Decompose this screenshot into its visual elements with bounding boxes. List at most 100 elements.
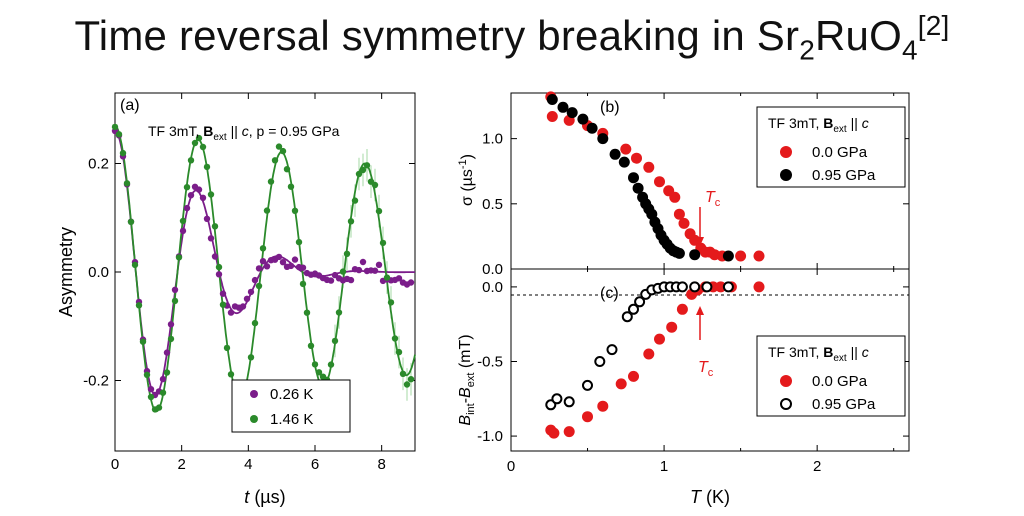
panel-b-points: [545, 91, 765, 262]
tick-label-x: 2: [813, 458, 821, 475]
panel-b-tc-arrowhead: [696, 237, 704, 246]
panel-a-point: [159, 375, 167, 383]
data-point-1: [722, 281, 734, 293]
panel-b-legend-swatch-095gpa: [780, 169, 792, 181]
panel-a-point: [279, 147, 287, 155]
panel-b-legend: TF 3mT, Bext || c 0.0 GPa 0.95 GPa: [756, 106, 906, 188]
panel-a-point: [219, 301, 227, 308]
panel-a-point: [267, 178, 275, 185]
panel-a-point: [343, 250, 351, 257]
legend-swatch-146k: [250, 415, 258, 423]
panel-c-frame: [510, 268, 910, 452]
panel-a-point: [259, 245, 267, 252]
panel-a-point: [139, 338, 147, 345]
panel-a-ytick-label: -0.2: [83, 372, 109, 389]
panel-a-point: [391, 335, 399, 342]
data-point-0: [753, 250, 765, 262]
panel-a-point: [331, 337, 339, 345]
panel-c-xlabel: T (K): [690, 487, 730, 507]
legend-label-146k: 1.46 K: [270, 411, 313, 428]
panel-c-label: (c): [600, 285, 619, 302]
panel-a-point: [199, 194, 207, 201]
panel-a-point: [351, 197, 359, 204]
panel-a-point: [375, 207, 383, 215]
tick-label-y: -1.0: [477, 428, 503, 445]
panel-a-point: [215, 271, 223, 278]
panel-a-point: [347, 218, 355, 225]
panel-a-point: [159, 389, 167, 396]
data-point-0: [643, 161, 655, 173]
data-point-0: [643, 348, 655, 360]
panel-a-point: [223, 344, 231, 352]
data-point-1: [701, 281, 713, 293]
panel-a-point: [299, 280, 307, 288]
panel-a-point: [171, 286, 179, 293]
panel-a-points: [111, 123, 415, 413]
panel-a-point: [395, 275, 403, 282]
panel-c-ticks: 0 1 2 -1.0 -0.5 0.0: [477, 269, 909, 475]
panel-a-point: [147, 393, 155, 401]
title-subscript-1: 2: [799, 34, 815, 66]
data-point-0: [563, 426, 575, 438]
panel-a-point: [407, 279, 415, 286]
data-point-0: [615, 378, 627, 390]
panel-a-point: [327, 361, 335, 368]
panel-a-point: [263, 263, 271, 270]
tick-label-y: 0.5: [482, 196, 503, 213]
panel-c-tc-arrowhead: [696, 306, 704, 315]
panel-a-point: [387, 299, 395, 306]
panel-a-point: [403, 381, 411, 388]
panel-a-point: [407, 376, 415, 383]
panel-a-point: [167, 335, 175, 343]
data-point-0: [669, 191, 681, 203]
panel-a-point: [175, 254, 183, 261]
panel-a-point: [287, 262, 295, 270]
data-point-1: [621, 311, 633, 323]
panel-a-point: [123, 180, 131, 187]
data-point-0: [631, 152, 642, 164]
data-point-1: [634, 296, 646, 308]
data-point-0: [620, 143, 632, 155]
panel-b-legend-label-0gpa: 0.0 GPa: [812, 144, 868, 161]
data-point-1: [618, 156, 630, 168]
panel-a-point: [227, 309, 235, 316]
panel-a-point: [195, 134, 203, 142]
data-point-1: [557, 101, 569, 113]
panel-a-point: [355, 266, 363, 274]
panel-a-point: [355, 170, 363, 178]
panel-a-point: [171, 297, 179, 305]
panel-a-point: [279, 259, 287, 266]
panel-a-point: [135, 302, 143, 309]
title-subscript-2: 4: [901, 34, 918, 66]
data-point-1: [676, 281, 688, 293]
panel-a-point: [143, 371, 151, 378]
panel-a-point: [315, 369, 323, 376]
panel-a-point: [347, 276, 355, 284]
panel-a-point: [207, 191, 215, 198]
panel-a-xtick-label: 0: [111, 456, 119, 473]
panel-a-point: [255, 282, 263, 290]
panel-a-point: [275, 143, 283, 150]
tick-label-x: 1: [660, 458, 668, 475]
panel-b-label: (b): [600, 99, 620, 116]
panel-a-point: [259, 258, 267, 265]
data-point-1: [628, 303, 639, 315]
panel-a-point: [303, 309, 311, 316]
data-point-1: [597, 133, 609, 145]
panel-b: 0.0 0.5 1.0 (b) TF 3mT, Bext || c 0.0 GPa …: [457, 91, 910, 278]
data-point-1: [577, 113, 589, 125]
data-point-0: [654, 176, 665, 188]
panel-a-xlabel: t (µs): [244, 487, 285, 507]
data-point-0: [582, 411, 593, 423]
data-point-0: [753, 281, 765, 293]
data-point-1: [628, 172, 639, 184]
panel-a-legend-box: [231, 379, 351, 433]
panel-a-xtick-label: 6: [311, 456, 319, 473]
data-point-1: [673, 247, 685, 259]
panel-a-point: [239, 303, 247, 310]
panel-a-point: [327, 277, 335, 284]
legend-label-026k: 0.26 K: [270, 386, 313, 403]
panel-a-point: [359, 258, 367, 266]
data-point-1: [632, 182, 644, 194]
panel-a-point: [287, 183, 295, 190]
